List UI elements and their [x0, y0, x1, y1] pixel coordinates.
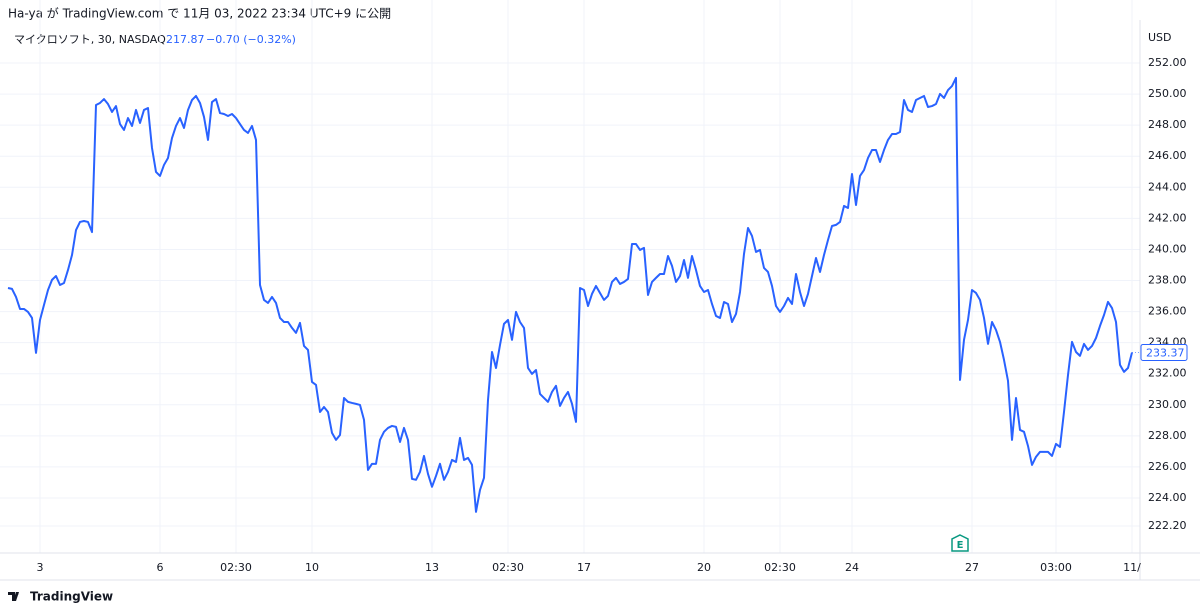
y-tick-label: 236.00: [1148, 305, 1187, 318]
x-tick-label: 17: [577, 561, 591, 574]
y-tick-label: 242.00: [1148, 211, 1187, 224]
x-tick-label: 6: [157, 561, 164, 574]
x-tick-label: 02:30: [220, 561, 252, 574]
x-tick-label: 10: [305, 561, 319, 574]
y-tick-label: 240.00: [1148, 242, 1187, 255]
y-tick-label: 224.00: [1148, 491, 1187, 504]
y-tick-label: 228.00: [1148, 429, 1187, 442]
earnings-label: E: [957, 540, 964, 551]
grid: [0, 0, 1140, 553]
symbol-legend: マイクロソフト, 30, NASDAQ: [14, 33, 166, 46]
price-line: [7, 76, 1133, 513]
y-tick-label: 226.00: [1148, 460, 1187, 473]
price-tag: [1140, 343, 1188, 361]
logo: [8, 592, 19, 601]
header: Ha-ya が TradingView.com で 11月 03, 2022 2…: [8, 6, 391, 21]
x-tick-label: 27: [965, 561, 979, 574]
price-tag-label: 233.37: [1146, 346, 1185, 359]
last-price: 217.87: [166, 33, 205, 46]
y-tick-label: 238.00: [1148, 274, 1187, 287]
x-tick-label: 13: [425, 561, 439, 574]
x-tick-label: 20: [697, 561, 711, 574]
y-tick-label: 230.00: [1148, 398, 1187, 411]
y-tick-label: 248.00: [1148, 118, 1187, 131]
y-tick-label: 244.00: [1148, 180, 1187, 193]
y-axis-label: USD: [1148, 31, 1172, 44]
x-tick-label: 3: [37, 561, 44, 574]
x-tick-label: 24: [845, 561, 859, 574]
y-tick-label: 250.00: [1148, 87, 1187, 100]
footer-brand: TradingView: [30, 590, 113, 604]
price-change: −0.70 (−0.32%): [206, 33, 296, 46]
x-tick-label: 02:30: [492, 561, 524, 574]
y-tick-label: 252.00: [1148, 56, 1187, 69]
y-tick-label: 246.00: [1148, 149, 1187, 162]
x-tick-label: 02:30: [764, 561, 796, 574]
y-tick-label: 222.20: [1148, 519, 1187, 532]
x-tick-label: 11/: [1123, 561, 1141, 574]
earnings-marker: [951, 534, 969, 552]
x-tick-label: 03:00: [1040, 561, 1072, 574]
y-tick-label: 232.00: [1148, 367, 1187, 380]
logo-dot: [15, 592, 19, 595]
